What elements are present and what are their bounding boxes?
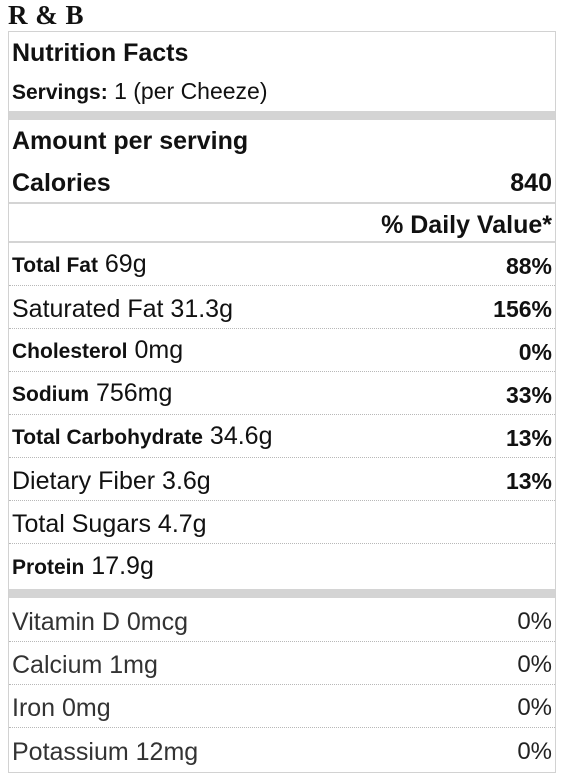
vitamin-percent: 0% <box>517 694 552 721</box>
nutrient-label: Total Sugars 4.7g <box>12 510 207 538</box>
nutrient-label: Dietary Fiber 3.6g <box>12 467 211 495</box>
nutrient-label: Cholesterol <box>12 340 128 363</box>
nutrient-label: Total Fat <box>12 254 98 277</box>
vitamin-row-iron: Iron 0mg 0% <box>9 685 555 728</box>
nutrient-percent: 0% <box>518 339 552 365</box>
product-title: R & B <box>8 0 84 30</box>
calories-row: Calories 840 <box>12 167 552 199</box>
nutrient-amount: 69g <box>104 250 147 278</box>
nutrient-percent: 13% <box>505 468 552 494</box>
nutrient-percent: 13% <box>505 425 552 451</box>
nutrient-row-dietary-fiber: Dietary Fiber 3.6g 13% <box>9 458 555 501</box>
nutrient-label: Saturated Fat 31.3g <box>12 295 233 323</box>
nutrient-amount: 0mg <box>134 336 184 364</box>
nutrient-row-total-fat: Total Fat 69g 88% <box>9 243 555 286</box>
nutrient-percent: 33% <box>505 382 552 408</box>
nutrient-amount: 756mg <box>95 379 173 407</box>
vitamin-percent: 0% <box>517 651 552 678</box>
daily-value-header: % Daily Value* <box>381 211 552 239</box>
vitamin-percent: 0% <box>517 608 552 635</box>
nutrition-facts-label: Nutrition Facts Servings: 1 (per Cheeze)… <box>8 31 556 773</box>
nutrient-amount: 17.9g <box>91 552 154 580</box>
nutrient-amount: 34.6g <box>209 422 273 450</box>
vitamin-label: Calcium 1mg <box>12 651 158 679</box>
nutrition-facts-heading: Nutrition Facts <box>12 39 189 67</box>
nutrient-row-sodium: Sodium 756mg 33% <box>9 372 555 415</box>
nutrient-row-saturated-fat: Saturated Fat 31.3g 156% <box>9 286 555 329</box>
vitamin-label: Potassium 12mg <box>12 738 199 766</box>
amount-per-serving: Amount per serving <box>12 127 249 155</box>
nutrient-label: Sodium <box>12 383 89 406</box>
nutrient-row-protein: Protein 17.9g <box>9 544 555 587</box>
servings-value: 1 (per Cheeze) <box>114 78 268 104</box>
nutrient-percent: 88% <box>505 253 552 279</box>
servings-line: Servings: 1 (per Cheeze) <box>12 76 268 108</box>
vitamin-row-potassium: Potassium 12mg 0% <box>9 728 555 771</box>
calories-divider <box>9 202 555 204</box>
nutrient-label: Protein <box>12 556 85 579</box>
servings-label: Servings: <box>12 81 108 104</box>
nutrient-percent: 156% <box>493 296 552 322</box>
vitamin-label: Iron 0mg <box>12 694 111 722</box>
nutrient-row-total-sugars: Total Sugars 4.7g <box>9 501 555 544</box>
nutrient-label: Total Carbohydrate <box>12 426 203 449</box>
thick-divider <box>9 111 555 120</box>
nutrient-row-total-carbohydrate: Total Carbohydrate 34.6g 13% <box>9 415 555 458</box>
nutrient-row-cholesterol: Cholesterol 0mg 0% <box>9 329 555 372</box>
vitamin-row-calcium: Calcium 1mg 0% <box>9 642 555 685</box>
vitamin-label: Vitamin D 0mcg <box>12 608 188 636</box>
vitamin-percent: 0% <box>517 738 552 765</box>
calories-value: 840 <box>510 169 552 197</box>
calories-label: Calories <box>12 169 111 197</box>
daily-value-divider <box>9 241 555 243</box>
vitamins-divider <box>9 589 555 598</box>
vitamin-row-vitamin-d: Vitamin D 0mcg 0% <box>9 599 555 642</box>
